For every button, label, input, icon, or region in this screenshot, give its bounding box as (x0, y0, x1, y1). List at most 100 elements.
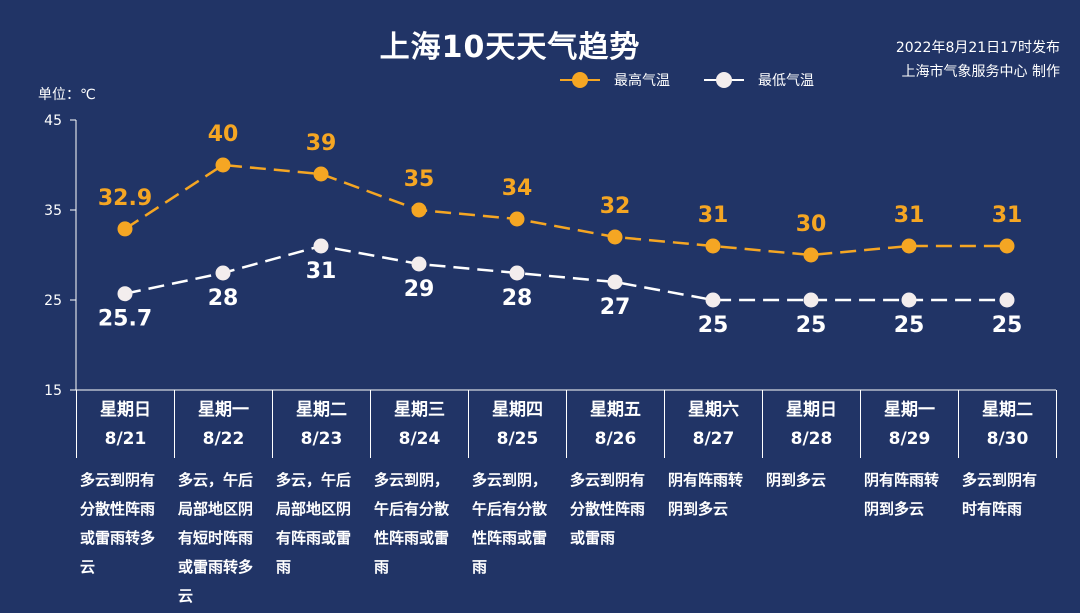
data-label-high: 32 (600, 194, 631, 219)
point-high (509, 211, 525, 227)
point-high (607, 229, 623, 245)
chart-title: 上海10天天气趋势 (379, 30, 641, 65)
data-label-low: 31 (306, 259, 337, 284)
source-info: 2022年8月21日17时发布 上海市气象服务中心 制作 (896, 36, 1060, 84)
point-high (215, 157, 231, 173)
y-tick-label: 25 (44, 293, 62, 309)
date-label: 8/23 (300, 429, 343, 449)
legend: 最高气温 最低气温 (560, 70, 848, 90)
point-low (705, 292, 721, 308)
forecast-description: 阴有阵雨转阴到多云 (864, 471, 940, 518)
data-label-low: 29 (404, 277, 435, 302)
day-cell: 星期三 8/24 (371, 390, 469, 458)
data-label-high: 31 (992, 203, 1023, 228)
point-high (999, 238, 1015, 254)
point-high (313, 166, 329, 182)
y-tick-label: 35 (44, 203, 62, 219)
publish-time: 2022年8月21日17时发布 (895, 40, 1060, 56)
point-low (901, 292, 917, 308)
date-label: 8/26 (594, 429, 637, 449)
day-cell: 星期五 8/26 (567, 390, 665, 458)
temperature-chart: 15 25 35 45 32.9 40 39 35 34 32 31 30 31 31 25.7 28 31 29… (44, 113, 1056, 399)
data-label-high: 31 (698, 203, 729, 228)
y-tick-label: 45 (44, 113, 62, 129)
data-label-low: 25 (698, 313, 729, 338)
weekday-label: 星期四 (492, 400, 543, 420)
legend-label-high: 最高气温 (614, 73, 670, 89)
point-high (705, 238, 721, 254)
date-label: 8/28 (790, 429, 833, 449)
weekday-label: 星期二 (296, 400, 347, 420)
legend-marker-low (704, 72, 744, 88)
series-line-low (124, 244, 1007, 302)
data-label-low: 27 (600, 295, 631, 320)
day-cell: 星期二 8/30 (959, 390, 1057, 458)
data-label-low: 25.7 (98, 307, 152, 332)
data-label-low: 25 (992, 313, 1023, 338)
data-label-low: 25 (796, 313, 827, 338)
forecast-description: 阴到多云 (766, 471, 827, 489)
date-label: 8/30 (986, 429, 1029, 449)
data-label-low: 28 (502, 286, 533, 311)
point-low (509, 265, 525, 281)
forecast-description: 阴有阵雨转阴到多云 (668, 471, 744, 518)
day-cell: 星期日 8/21 (77, 390, 175, 458)
forecast-description: 多云到阴，午后有分散性阵雨或雷雨 (472, 471, 548, 576)
forecast-description: 多云，午后局部地区阴有短时阵雨或雷雨转多云 (178, 471, 254, 605)
legend-item-high: 最高气温 (560, 70, 670, 90)
day-cell: 星期六 8/27 (665, 390, 763, 458)
weekday-label: 星期三 (394, 400, 445, 420)
point-low (117, 286, 133, 302)
weekday-label: 星期一 (198, 400, 249, 420)
day-cell: 星期一 8/22 (175, 390, 273, 458)
y-tick-label: 15 (44, 383, 62, 399)
weekday-label: 星期一 (884, 400, 935, 420)
data-label-high: 34 (502, 176, 533, 201)
legend-item-low: 最低气温 (704, 70, 814, 90)
data-label-high: 35 (404, 167, 435, 192)
day-cell: 星期二 8/23 (273, 390, 371, 458)
weekday-label: 星期六 (688, 400, 739, 420)
day-cell: 星期四 8/25 (469, 390, 567, 458)
forecast-description: 多云到阴有分散性阵雨或雷雨 (570, 471, 646, 547)
unit-label: 单位：℃ (38, 87, 96, 103)
series-line-high (124, 163, 1007, 257)
point-low (313, 238, 329, 254)
point-low (215, 265, 231, 281)
point-high (411, 202, 427, 218)
forecast-description: 多云到阴有时有阵雨 (962, 471, 1038, 518)
data-label-high: 40 (208, 122, 239, 147)
point-low (999, 292, 1015, 308)
weekday-label: 星期日 (100, 400, 151, 420)
data-label-low: 25 (894, 313, 925, 338)
forecast-description-row: 多云到阴有分散性阵雨或雷雨转多云 多云，午后局部地区阴有短时阵雨或雷雨转多云 多云，… (76, 466, 1056, 611)
forecast-description: 多云，午后局部地区阴有阵雨或雷雨 (276, 471, 352, 576)
day-header-row: 星期日 8/21 星期一 8/22 星期二 8/23 星期三 8/24 星期四 8/25 星期五 8/… (76, 390, 1057, 458)
weekday-label: 星期五 (590, 400, 641, 420)
date-label: 8/21 (104, 429, 147, 449)
data-label-high: 39 (306, 131, 337, 156)
weekday-label: 星期二 (982, 400, 1033, 420)
day-cell: 星期日 8/28 (763, 390, 861, 458)
legend-label-low: 最低气温 (758, 73, 814, 89)
data-label-high: 31 (894, 203, 925, 228)
point-low (411, 256, 427, 272)
date-label: 8/27 (692, 429, 735, 449)
date-label: 8/29 (888, 429, 931, 449)
point-low (803, 292, 819, 308)
date-label: 8/25 (496, 429, 539, 449)
data-label-high: 32.9 (98, 186, 152, 211)
point-high (803, 247, 819, 263)
publisher: 上海市气象服务中心 制作 (901, 64, 1060, 80)
point-low (607, 274, 623, 290)
data-label-high: 30 (796, 212, 827, 237)
weekday-label: 星期日 (786, 400, 837, 420)
date-label: 8/24 (398, 429, 441, 449)
day-cell: 星期一 8/29 (861, 390, 959, 458)
point-high (117, 221, 133, 237)
forecast-description: 多云到阴有分散性阵雨或雷雨转多云 (80, 471, 156, 576)
point-high (901, 238, 917, 254)
date-label: 8/22 (202, 429, 245, 449)
data-label-low: 28 (208, 286, 239, 311)
forecast-description: 多云到阴，午后有分散性阵雨或雷雨 (374, 471, 450, 576)
